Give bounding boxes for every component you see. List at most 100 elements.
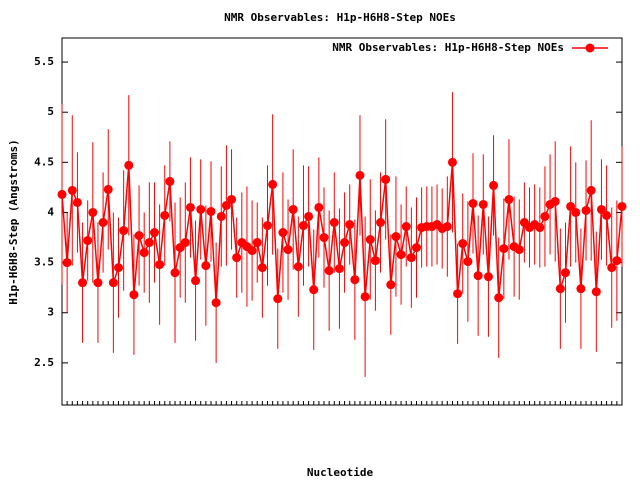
point [201,261,211,271]
y-tick-label: 3.5 [34,256,54,269]
point [483,272,493,282]
y-tick-label: 2.5 [34,356,54,369]
point [221,200,231,210]
point [406,253,416,263]
point [196,204,206,214]
point [227,194,237,204]
point [396,250,406,260]
point [232,253,242,263]
point [268,179,278,189]
point [149,228,159,238]
point [442,222,452,232]
point [88,207,98,217]
point [386,280,396,290]
point [114,263,124,273]
point [447,157,457,167]
legend-label: NMR Observables: H1p-H6H8-Step NOEs [332,41,564,54]
point [319,233,329,243]
point [108,278,118,288]
y-tick-label: 5 [47,105,54,118]
y-axis-label: H1p-H6H8-Step (Angstroms) [7,139,20,305]
point [191,276,201,286]
point [72,197,82,207]
point [602,210,612,220]
point [499,244,509,254]
point [185,202,195,212]
chart-title: NMR Observables: H1p-H6H8-Step NOEs [224,11,456,24]
point [314,202,324,212]
point [278,228,288,238]
point [607,263,617,273]
point [612,256,622,266]
point [180,238,190,248]
point [550,196,560,206]
point [329,218,339,228]
point [566,201,576,211]
y-tick-label: 3 [47,306,54,319]
point [514,245,524,255]
point [540,211,550,221]
point [144,238,154,248]
point [67,185,77,195]
point [411,243,421,253]
point [134,231,144,241]
point [473,271,483,281]
point [247,246,257,256]
point [591,287,601,297]
point [83,236,93,246]
point [576,284,586,294]
series-line [61,162,623,303]
point [216,211,226,221]
point [504,194,514,204]
point [129,290,139,300]
point [478,199,488,209]
point [103,184,113,194]
point [288,204,298,214]
point [376,218,386,228]
point [257,263,267,273]
point [370,256,380,266]
point [345,220,355,230]
point [381,174,391,184]
point [463,257,473,267]
point [468,198,478,208]
point [334,264,344,274]
point [309,285,319,295]
point [263,221,273,231]
point [458,239,468,249]
point [617,201,627,211]
y-tick-label: 5.5 [34,55,54,68]
point [535,223,545,233]
point [93,278,103,288]
point [555,284,565,294]
point [453,289,463,299]
point [57,189,67,199]
point [365,235,375,245]
point [355,170,365,180]
point [581,205,591,215]
point [360,292,370,302]
point [324,266,334,276]
y-tick-label: 4 [47,205,54,218]
point [283,245,293,255]
point [340,238,350,248]
point [124,160,134,170]
legend-marker [585,43,595,53]
point [293,262,303,272]
point [489,180,499,190]
point [165,176,175,186]
point [119,226,129,236]
point [211,298,221,308]
point [560,268,570,278]
point [586,185,596,195]
point [304,211,314,221]
point [160,210,170,220]
point [401,222,411,232]
point [98,218,108,228]
point [139,248,149,258]
point [298,221,308,231]
point [155,260,165,270]
point [206,206,216,216]
point [252,238,262,248]
